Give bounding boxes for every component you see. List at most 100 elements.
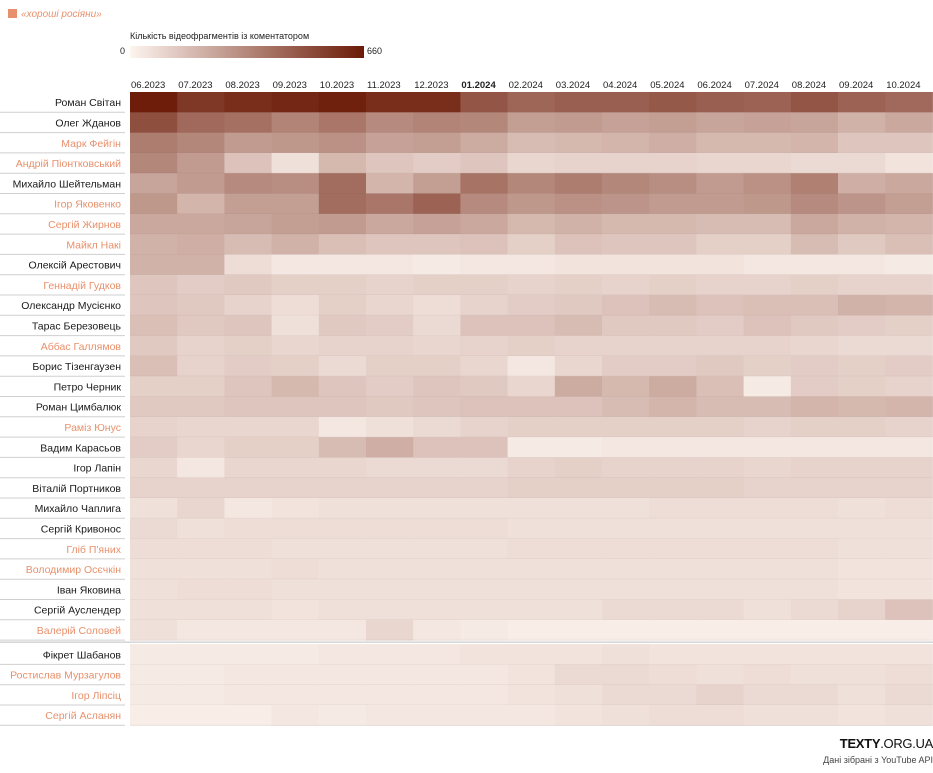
heatmap-cell[interactable] bbox=[318, 396, 367, 418]
heatmap-cell[interactable] bbox=[366, 315, 414, 336]
heatmap-cell[interactable] bbox=[413, 457, 461, 479]
heatmap-cell[interactable] bbox=[413, 376, 461, 397]
heatmap-cell[interactable] bbox=[271, 558, 320, 580]
heatmap-cell[interactable] bbox=[649, 315, 697, 336]
heatmap-cell[interactable] bbox=[885, 437, 933, 458]
heatmap-cell[interactable] bbox=[743, 705, 792, 726]
heatmap-cell[interactable] bbox=[885, 315, 933, 336]
heatmap-cell[interactable] bbox=[838, 335, 886, 357]
heatmap-cell[interactable] bbox=[602, 295, 650, 316]
heatmap-cell[interactable] bbox=[318, 498, 367, 519]
heatmap-cell[interactable] bbox=[790, 295, 839, 316]
heatmap-cell[interactable] bbox=[130, 664, 178, 686]
heatmap-cell[interactable] bbox=[885, 376, 933, 397]
heatmap-cell[interactable] bbox=[460, 254, 509, 276]
heatmap-cell[interactable] bbox=[413, 213, 461, 235]
heatmap-cell[interactable] bbox=[885, 213, 933, 235]
heatmap-cell[interactable] bbox=[460, 644, 509, 665]
heatmap-cell[interactable] bbox=[318, 132, 367, 154]
heatmap-cell[interactable] bbox=[366, 173, 414, 194]
heatmap-cell[interactable] bbox=[743, 132, 792, 154]
heatmap-cell[interactable] bbox=[224, 705, 273, 726]
heatmap-cell[interactable] bbox=[696, 599, 745, 621]
heatmap-cell[interactable] bbox=[460, 274, 509, 296]
heatmap-cell[interactable] bbox=[554, 498, 603, 519]
heatmap-cell[interactable] bbox=[130, 376, 178, 397]
heatmap-cell[interactable] bbox=[224, 498, 273, 519]
heatmap-cell[interactable] bbox=[885, 274, 933, 296]
heatmap-cell[interactable] bbox=[460, 416, 509, 438]
heatmap-cell[interactable] bbox=[649, 416, 697, 438]
heatmap-cell[interactable] bbox=[177, 295, 225, 316]
heatmap-cell[interactable] bbox=[885, 619, 933, 641]
heatmap-cell[interactable] bbox=[649, 152, 697, 174]
heatmap-cell[interactable] bbox=[130, 644, 178, 665]
heatmap-cell[interactable] bbox=[554, 112, 603, 133]
heatmap-cell[interactable] bbox=[224, 274, 273, 296]
heatmap-cell[interactable] bbox=[743, 295, 792, 316]
heatmap-cell[interactable] bbox=[743, 376, 792, 397]
heatmap-cell[interactable] bbox=[790, 538, 839, 560]
heatmap-cell[interactable] bbox=[224, 644, 273, 665]
heatmap-cell[interactable] bbox=[413, 664, 461, 686]
heatmap-cell[interactable] bbox=[366, 355, 414, 377]
heatmap-cell[interactable] bbox=[885, 538, 933, 560]
heatmap-cell[interactable] bbox=[271, 437, 320, 458]
heatmap-cell[interactable] bbox=[696, 416, 745, 438]
heatmap-cell[interactable] bbox=[413, 437, 461, 458]
heatmap-cell[interactable] bbox=[743, 437, 792, 458]
heatmap-cell[interactable] bbox=[790, 132, 839, 154]
heatmap-cell[interactable] bbox=[696, 213, 745, 235]
heatmap-cell[interactable] bbox=[838, 112, 886, 133]
heatmap-cell[interactable] bbox=[130, 254, 178, 276]
heatmap-cell[interactable] bbox=[224, 477, 273, 499]
heatmap-cell[interactable] bbox=[318, 705, 367, 726]
heatmap-cell[interactable] bbox=[318, 92, 367, 113]
heatmap-cell[interactable] bbox=[224, 132, 273, 154]
heatmap-cell[interactable] bbox=[366, 193, 414, 215]
heatmap-cell[interactable] bbox=[554, 644, 603, 665]
heatmap-cell[interactable] bbox=[554, 173, 603, 194]
heatmap-cell[interactable] bbox=[649, 705, 697, 726]
heatmap-cell[interactable] bbox=[602, 664, 650, 686]
heatmap-cell[interactable] bbox=[130, 295, 178, 316]
heatmap-cell[interactable] bbox=[224, 92, 273, 113]
heatmap-cell[interactable] bbox=[271, 619, 320, 641]
heatmap-cell[interactable] bbox=[602, 152, 650, 174]
heatmap-cell[interactable] bbox=[838, 538, 886, 560]
heatmap-cell[interactable] bbox=[366, 274, 414, 296]
heatmap-cell[interactable] bbox=[271, 92, 320, 113]
heatmap-cell[interactable] bbox=[602, 457, 650, 479]
heatmap-cell[interactable] bbox=[696, 335, 745, 357]
heatmap-cell[interactable] bbox=[318, 437, 367, 458]
heatmap-cell[interactable] bbox=[413, 234, 461, 255]
heatmap-cell[interactable] bbox=[366, 619, 414, 641]
heatmap-cell[interactable] bbox=[554, 274, 603, 296]
heatmap-cell[interactable] bbox=[177, 376, 225, 397]
heatmap-cell[interactable] bbox=[649, 335, 697, 357]
heatmap-cell[interactable] bbox=[790, 579, 839, 600]
heatmap-cell[interactable] bbox=[838, 705, 886, 726]
heatmap-cell[interactable] bbox=[554, 579, 603, 600]
heatmap-cell[interactable] bbox=[413, 315, 461, 336]
heatmap-cell[interactable] bbox=[838, 579, 886, 600]
heatmap-cell[interactable] bbox=[318, 254, 367, 276]
texty-logo[interactable]: TEXTY.ORG.UA bbox=[840, 736, 933, 751]
heatmap-cell[interactable] bbox=[366, 295, 414, 316]
heatmap-cell[interactable] bbox=[838, 92, 886, 113]
heatmap-cell[interactable] bbox=[224, 684, 273, 706]
heatmap-cell[interactable] bbox=[649, 173, 697, 194]
heatmap-cell[interactable] bbox=[318, 558, 367, 580]
heatmap-cell[interactable] bbox=[838, 518, 886, 539]
heatmap-cell[interactable] bbox=[271, 644, 320, 665]
heatmap-cell[interactable] bbox=[602, 579, 650, 600]
heatmap-cell[interactable] bbox=[649, 92, 697, 113]
heatmap-cell[interactable] bbox=[224, 396, 273, 418]
heatmap-cell[interactable] bbox=[507, 437, 556, 458]
heatmap-cell[interactable] bbox=[602, 376, 650, 397]
heatmap-cell[interactable] bbox=[271, 518, 320, 539]
heatmap-cell[interactable] bbox=[413, 644, 461, 665]
heatmap-cell[interactable] bbox=[507, 173, 556, 194]
heatmap-cell[interactable] bbox=[885, 416, 933, 438]
heatmap-cell[interactable] bbox=[130, 457, 178, 479]
